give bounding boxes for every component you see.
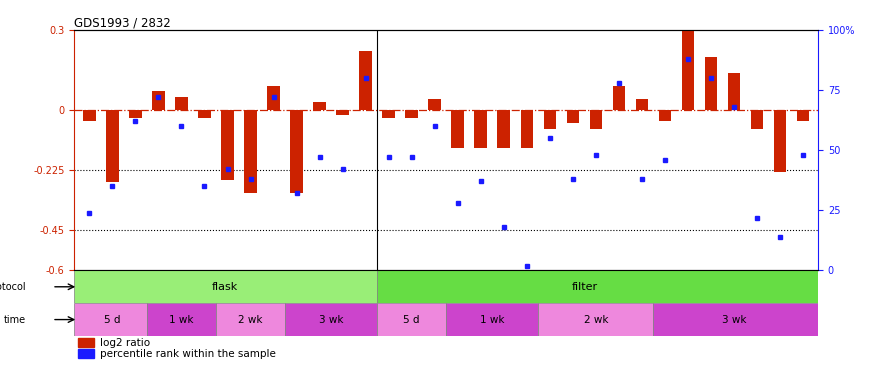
Bar [290, 110, 303, 193]
Text: 1 wk: 1 wk [169, 315, 193, 325]
Text: GDS1993 / 2832: GDS1993 / 2832 [74, 17, 172, 30]
Bar [175, 97, 188, 110]
Bar [244, 110, 257, 193]
Bar [382, 110, 395, 118]
Bar [590, 110, 602, 129]
Bar [538, 303, 654, 336]
Bar [78, 349, 94, 358]
Bar [377, 303, 446, 336]
Text: 5 d: 5 d [104, 315, 121, 325]
Text: 2 wk: 2 wk [238, 315, 262, 325]
Bar [152, 92, 164, 110]
Bar [360, 51, 372, 110]
Bar [452, 110, 464, 147]
Bar [285, 303, 377, 336]
Bar [130, 110, 142, 118]
Bar [377, 270, 818, 303]
Bar [751, 110, 764, 129]
Bar [704, 57, 717, 110]
Text: filter: filter [571, 282, 598, 292]
Bar [774, 110, 787, 172]
Bar [682, 30, 695, 110]
Bar [797, 110, 809, 121]
Bar [313, 102, 326, 110]
Bar [83, 110, 95, 121]
Bar [521, 110, 533, 147]
Text: time: time [4, 315, 26, 325]
Bar [429, 99, 441, 110]
Text: percentile rank within the sample: percentile rank within the sample [101, 348, 276, 358]
Bar [654, 303, 818, 336]
Bar [78, 338, 94, 347]
Bar [267, 86, 280, 110]
Bar [74, 270, 377, 303]
Bar [221, 110, 234, 180]
Text: 3 wk: 3 wk [318, 315, 343, 325]
Text: 3 wk: 3 wk [722, 315, 746, 325]
Text: flask: flask [212, 282, 238, 292]
Text: protocol: protocol [0, 282, 26, 292]
Bar [474, 110, 487, 147]
Bar [147, 303, 216, 336]
Text: log2 ratio: log2 ratio [101, 338, 150, 348]
Text: 5 d: 5 d [403, 315, 420, 325]
Bar [612, 86, 626, 110]
Bar [216, 303, 285, 336]
Text: 2 wk: 2 wk [584, 315, 608, 325]
Bar [659, 110, 671, 121]
Text: 1 wk: 1 wk [480, 315, 505, 325]
Bar [446, 303, 538, 336]
Bar [336, 110, 349, 116]
Bar [106, 110, 119, 182]
Bar [543, 110, 556, 129]
Bar [567, 110, 579, 123]
Bar [498, 110, 510, 147]
Bar [198, 110, 211, 118]
Bar [728, 73, 740, 110]
Bar [74, 303, 147, 336]
Bar [635, 99, 648, 110]
Bar [405, 110, 418, 118]
